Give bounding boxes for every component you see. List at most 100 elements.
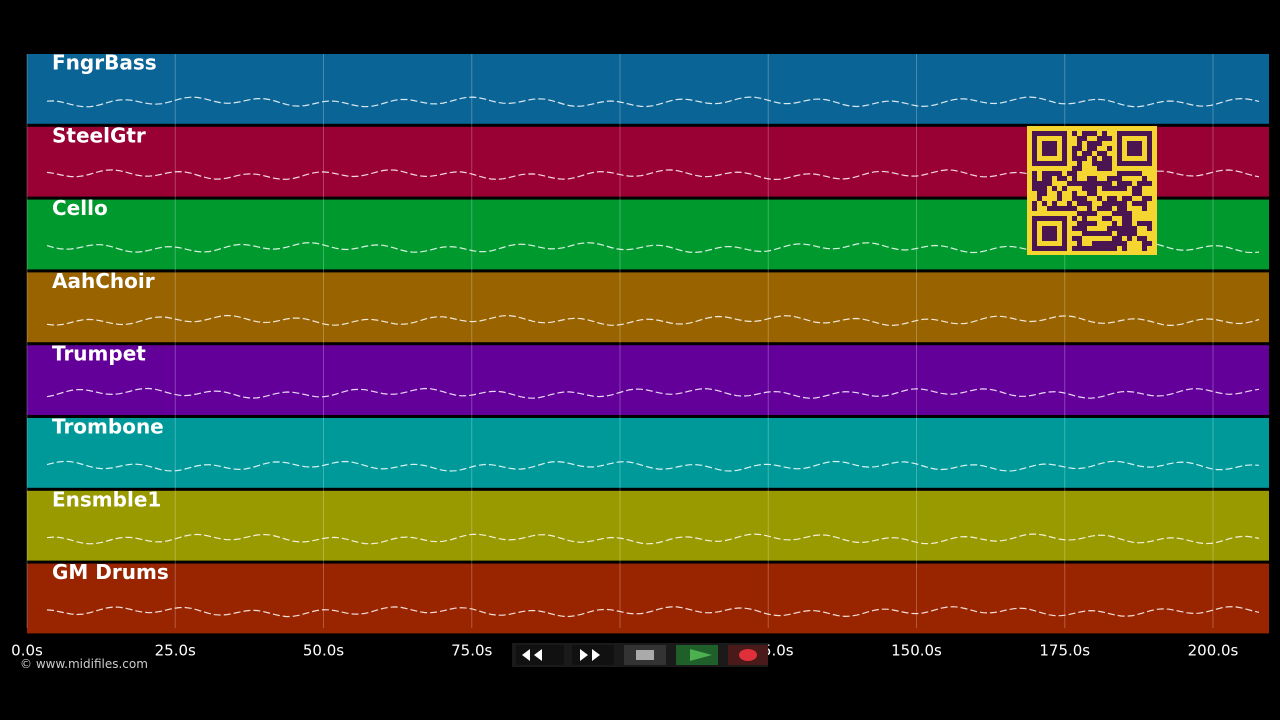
qr-module bbox=[1092, 186, 1097, 191]
qr-module bbox=[1082, 136, 1087, 141]
qr-module bbox=[1082, 231, 1087, 236]
qr-module bbox=[1087, 146, 1092, 151]
qr-module bbox=[1082, 211, 1087, 216]
qr-module bbox=[1147, 181, 1152, 186]
track-lane bbox=[27, 490, 1269, 561]
qr-module bbox=[1042, 176, 1047, 181]
play-button[interactable] bbox=[676, 645, 718, 665]
qr-module bbox=[1142, 241, 1147, 246]
qr-module bbox=[1072, 146, 1077, 151]
qr-module bbox=[1072, 131, 1077, 136]
qr-module bbox=[1117, 226, 1122, 231]
qr-module bbox=[1082, 221, 1087, 226]
qr-module bbox=[1042, 186, 1047, 191]
qr-module bbox=[1102, 206, 1107, 211]
qr-module bbox=[1122, 181, 1127, 186]
qr-module bbox=[1122, 196, 1127, 201]
qr-module bbox=[1107, 196, 1112, 201]
qr-module bbox=[1077, 226, 1082, 231]
qr-module bbox=[1112, 211, 1117, 216]
track-lane bbox=[27, 418, 1269, 488]
qr-module bbox=[1057, 206, 1062, 211]
qr-module bbox=[1142, 206, 1147, 211]
qr-module bbox=[1137, 171, 1142, 176]
qr-module bbox=[1132, 231, 1137, 236]
qr-module bbox=[1032, 181, 1037, 186]
qr-module bbox=[1102, 166, 1107, 171]
qr-module bbox=[1082, 201, 1087, 206]
qr-module bbox=[1112, 186, 1117, 191]
fast-forward-button[interactable] bbox=[572, 645, 614, 665]
qr-module bbox=[1072, 176, 1077, 181]
qr-module bbox=[1077, 201, 1082, 206]
qr-module bbox=[1127, 196, 1132, 201]
qr-module bbox=[1102, 156, 1107, 161]
qr-module bbox=[1082, 226, 1087, 231]
qr-module bbox=[1102, 186, 1107, 191]
qr-module bbox=[1077, 246, 1082, 251]
qr-module bbox=[1082, 131, 1087, 136]
record-button[interactable] bbox=[728, 645, 768, 665]
note-trace bbox=[46, 242, 1260, 254]
qr-module bbox=[1107, 241, 1112, 246]
qr-module bbox=[1087, 191, 1092, 196]
rewind-button[interactable] bbox=[516, 645, 564, 665]
qr-module bbox=[1097, 231, 1102, 236]
qr-module bbox=[1042, 171, 1047, 176]
qr-module bbox=[1117, 176, 1122, 181]
qr-module bbox=[1122, 231, 1127, 236]
qr-module bbox=[1147, 221, 1152, 226]
track-lane bbox=[27, 272, 1269, 343]
qr-module bbox=[1092, 176, 1097, 181]
qr-module bbox=[1087, 221, 1092, 226]
qr-module bbox=[1077, 141, 1082, 146]
qr-module bbox=[1077, 181, 1082, 186]
qr-module bbox=[1122, 241, 1127, 246]
note-trace bbox=[46, 96, 1260, 108]
qr-module bbox=[1132, 171, 1137, 176]
qr-module bbox=[1032, 171, 1037, 176]
qr-module bbox=[1112, 201, 1117, 206]
qr-module bbox=[1087, 176, 1092, 181]
qr-module bbox=[1102, 161, 1107, 166]
qr-module bbox=[1132, 191, 1137, 196]
qr-module bbox=[1142, 221, 1147, 226]
qr-module bbox=[1092, 146, 1097, 151]
qr-module bbox=[1077, 241, 1082, 246]
note-trace bbox=[46, 169, 1260, 181]
qr-module bbox=[1137, 201, 1142, 206]
qr-module bbox=[1097, 151, 1102, 156]
qr-module bbox=[1062, 186, 1067, 191]
qr-module bbox=[1097, 136, 1102, 141]
qr-module bbox=[1137, 186, 1142, 191]
qr-module bbox=[1092, 221, 1097, 226]
qr-module bbox=[1142, 176, 1147, 181]
qr-module bbox=[1107, 176, 1112, 181]
qr-module bbox=[1112, 246, 1117, 251]
qr-module bbox=[1092, 231, 1097, 236]
qr-module bbox=[1097, 141, 1102, 146]
time-tick-label: 50.0s bbox=[303, 642, 344, 660]
qr-module bbox=[1117, 181, 1122, 186]
time-tick-label: 25.0s bbox=[155, 642, 196, 660]
qr-module bbox=[1137, 236, 1142, 241]
qr-module bbox=[1102, 216, 1107, 221]
qr-module bbox=[1137, 191, 1142, 196]
qr-module bbox=[1047, 206, 1052, 211]
qr-module bbox=[1127, 236, 1132, 241]
qr-module bbox=[1082, 186, 1087, 191]
qr-module bbox=[1132, 226, 1137, 231]
qr-module bbox=[1082, 216, 1087, 221]
qr-module bbox=[1117, 186, 1122, 191]
qr-module bbox=[1032, 206, 1037, 211]
qr-module bbox=[1137, 221, 1142, 226]
qr-module bbox=[1092, 141, 1097, 146]
qr-module bbox=[1047, 181, 1052, 186]
qr-module bbox=[1097, 181, 1102, 186]
stop-button[interactable] bbox=[624, 645, 666, 665]
qr-module bbox=[1092, 131, 1097, 136]
qr-module bbox=[1147, 241, 1152, 246]
qr-module bbox=[1092, 161, 1097, 166]
qr-module bbox=[1077, 221, 1082, 226]
time-tick-label: 75.0s bbox=[451, 642, 492, 660]
